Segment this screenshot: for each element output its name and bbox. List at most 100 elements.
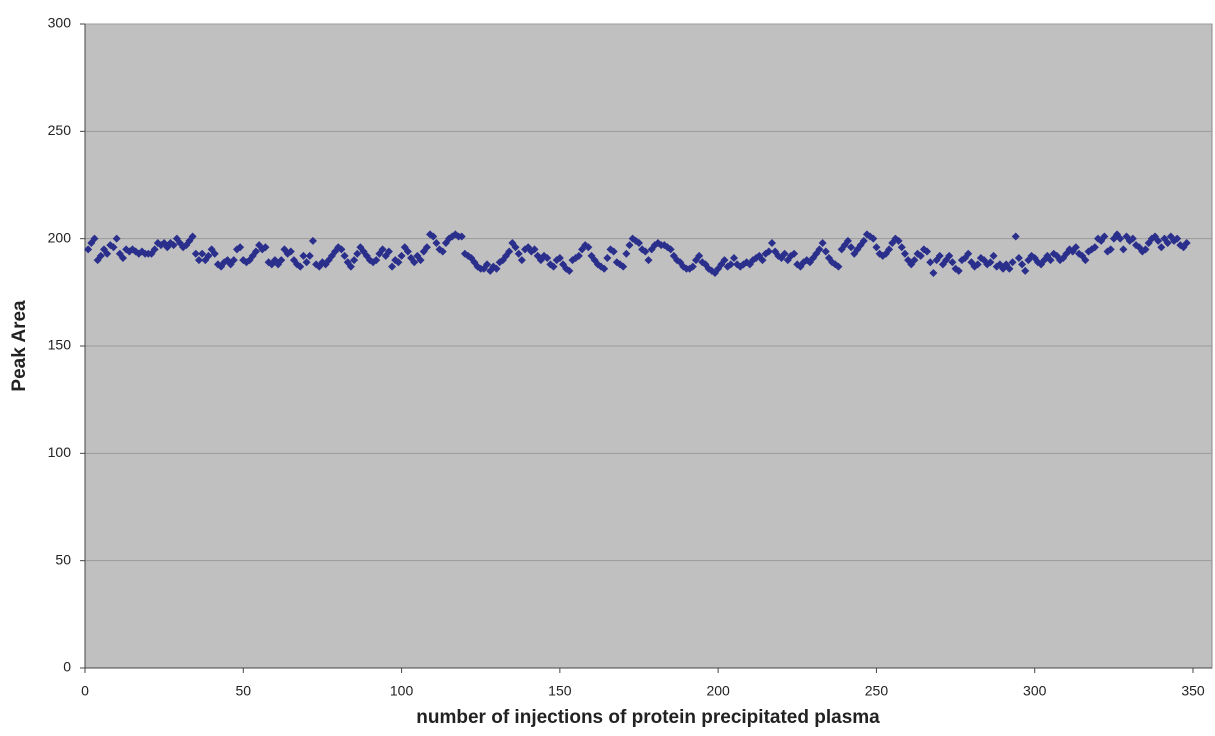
point: [388, 262, 397, 271]
point: [815, 245, 824, 254]
point: [505, 247, 514, 256]
point: [549, 262, 558, 271]
point: [109, 243, 118, 252]
point: [869, 234, 878, 243]
point: [346, 262, 355, 271]
point: [1005, 264, 1014, 273]
point: [457, 232, 466, 241]
point: [340, 251, 349, 260]
point: [989, 251, 998, 260]
point: [438, 247, 447, 256]
point: [555, 253, 564, 262]
point: [625, 241, 634, 250]
point: [894, 236, 903, 245]
y-tick-label: 100: [48, 444, 72, 460]
y-tick-label: 150: [48, 337, 72, 353]
point: [353, 249, 362, 258]
point: [897, 243, 906, 252]
point: [945, 251, 954, 260]
point: [900, 249, 909, 258]
point: [726, 260, 735, 269]
point: [916, 251, 925, 260]
point: [923, 247, 932, 256]
point: [847, 243, 856, 252]
point: [1116, 234, 1125, 243]
point: [764, 247, 773, 256]
x-tick-label: 0: [81, 683, 89, 699]
point: [350, 256, 359, 265]
y-axis-title: Peak Area: [9, 300, 30, 392]
point: [296, 262, 305, 271]
y-tick-label: 300: [48, 15, 72, 31]
point: [910, 256, 919, 265]
point: [926, 258, 935, 267]
point: [530, 245, 539, 254]
point: [565, 266, 574, 275]
point: [112, 234, 121, 243]
point: [818, 238, 827, 247]
point: [780, 249, 789, 258]
point: [150, 245, 159, 254]
point: [248, 251, 257, 260]
point: [483, 260, 492, 269]
point: [96, 251, 105, 260]
point: [1106, 245, 1115, 254]
point: [885, 245, 894, 254]
point: [1141, 245, 1150, 254]
x-tick-label: 300: [1023, 683, 1047, 699]
point: [286, 247, 295, 256]
point: [337, 245, 346, 254]
x-tick-label: 200: [706, 683, 730, 699]
point: [644, 256, 653, 265]
x-axis-title: number of injections of protein precipit…: [416, 707, 880, 728]
point: [1008, 258, 1017, 267]
point: [1173, 234, 1182, 243]
point: [635, 238, 644, 247]
point: [1071, 243, 1080, 252]
point: [403, 247, 412, 256]
point: [973, 260, 982, 269]
point: [1163, 238, 1172, 247]
point: [964, 249, 973, 258]
point: [948, 258, 957, 267]
point: [843, 236, 852, 245]
point: [384, 247, 393, 256]
point: [790, 249, 799, 258]
x-tick-label: 150: [548, 683, 572, 699]
point: [1154, 236, 1163, 245]
point: [584, 243, 593, 252]
point: [1014, 253, 1023, 262]
point: [416, 256, 425, 265]
point: [1021, 266, 1030, 275]
point: [378, 245, 387, 254]
point: [514, 249, 523, 258]
point: [251, 247, 260, 256]
point: [204, 251, 213, 260]
point: [90, 234, 99, 243]
point: [935, 251, 944, 260]
point: [619, 262, 628, 271]
point: [641, 247, 650, 256]
point: [666, 245, 675, 254]
point: [429, 232, 438, 241]
point: [517, 256, 526, 265]
point: [603, 253, 612, 262]
point: [261, 243, 270, 252]
point: [299, 251, 308, 260]
point: [410, 258, 419, 267]
point: [859, 236, 868, 245]
point: [622, 249, 631, 258]
point: [302, 258, 311, 267]
point: [194, 256, 203, 265]
x-tick-label: 250: [865, 683, 889, 699]
point: [372, 256, 381, 265]
point: [103, 249, 112, 258]
point: [1081, 256, 1090, 265]
point: [210, 249, 219, 258]
point: [236, 243, 245, 252]
point: [277, 256, 286, 265]
point: [432, 238, 441, 247]
point: [188, 232, 197, 241]
point: [1182, 238, 1191, 247]
point: [720, 256, 729, 265]
